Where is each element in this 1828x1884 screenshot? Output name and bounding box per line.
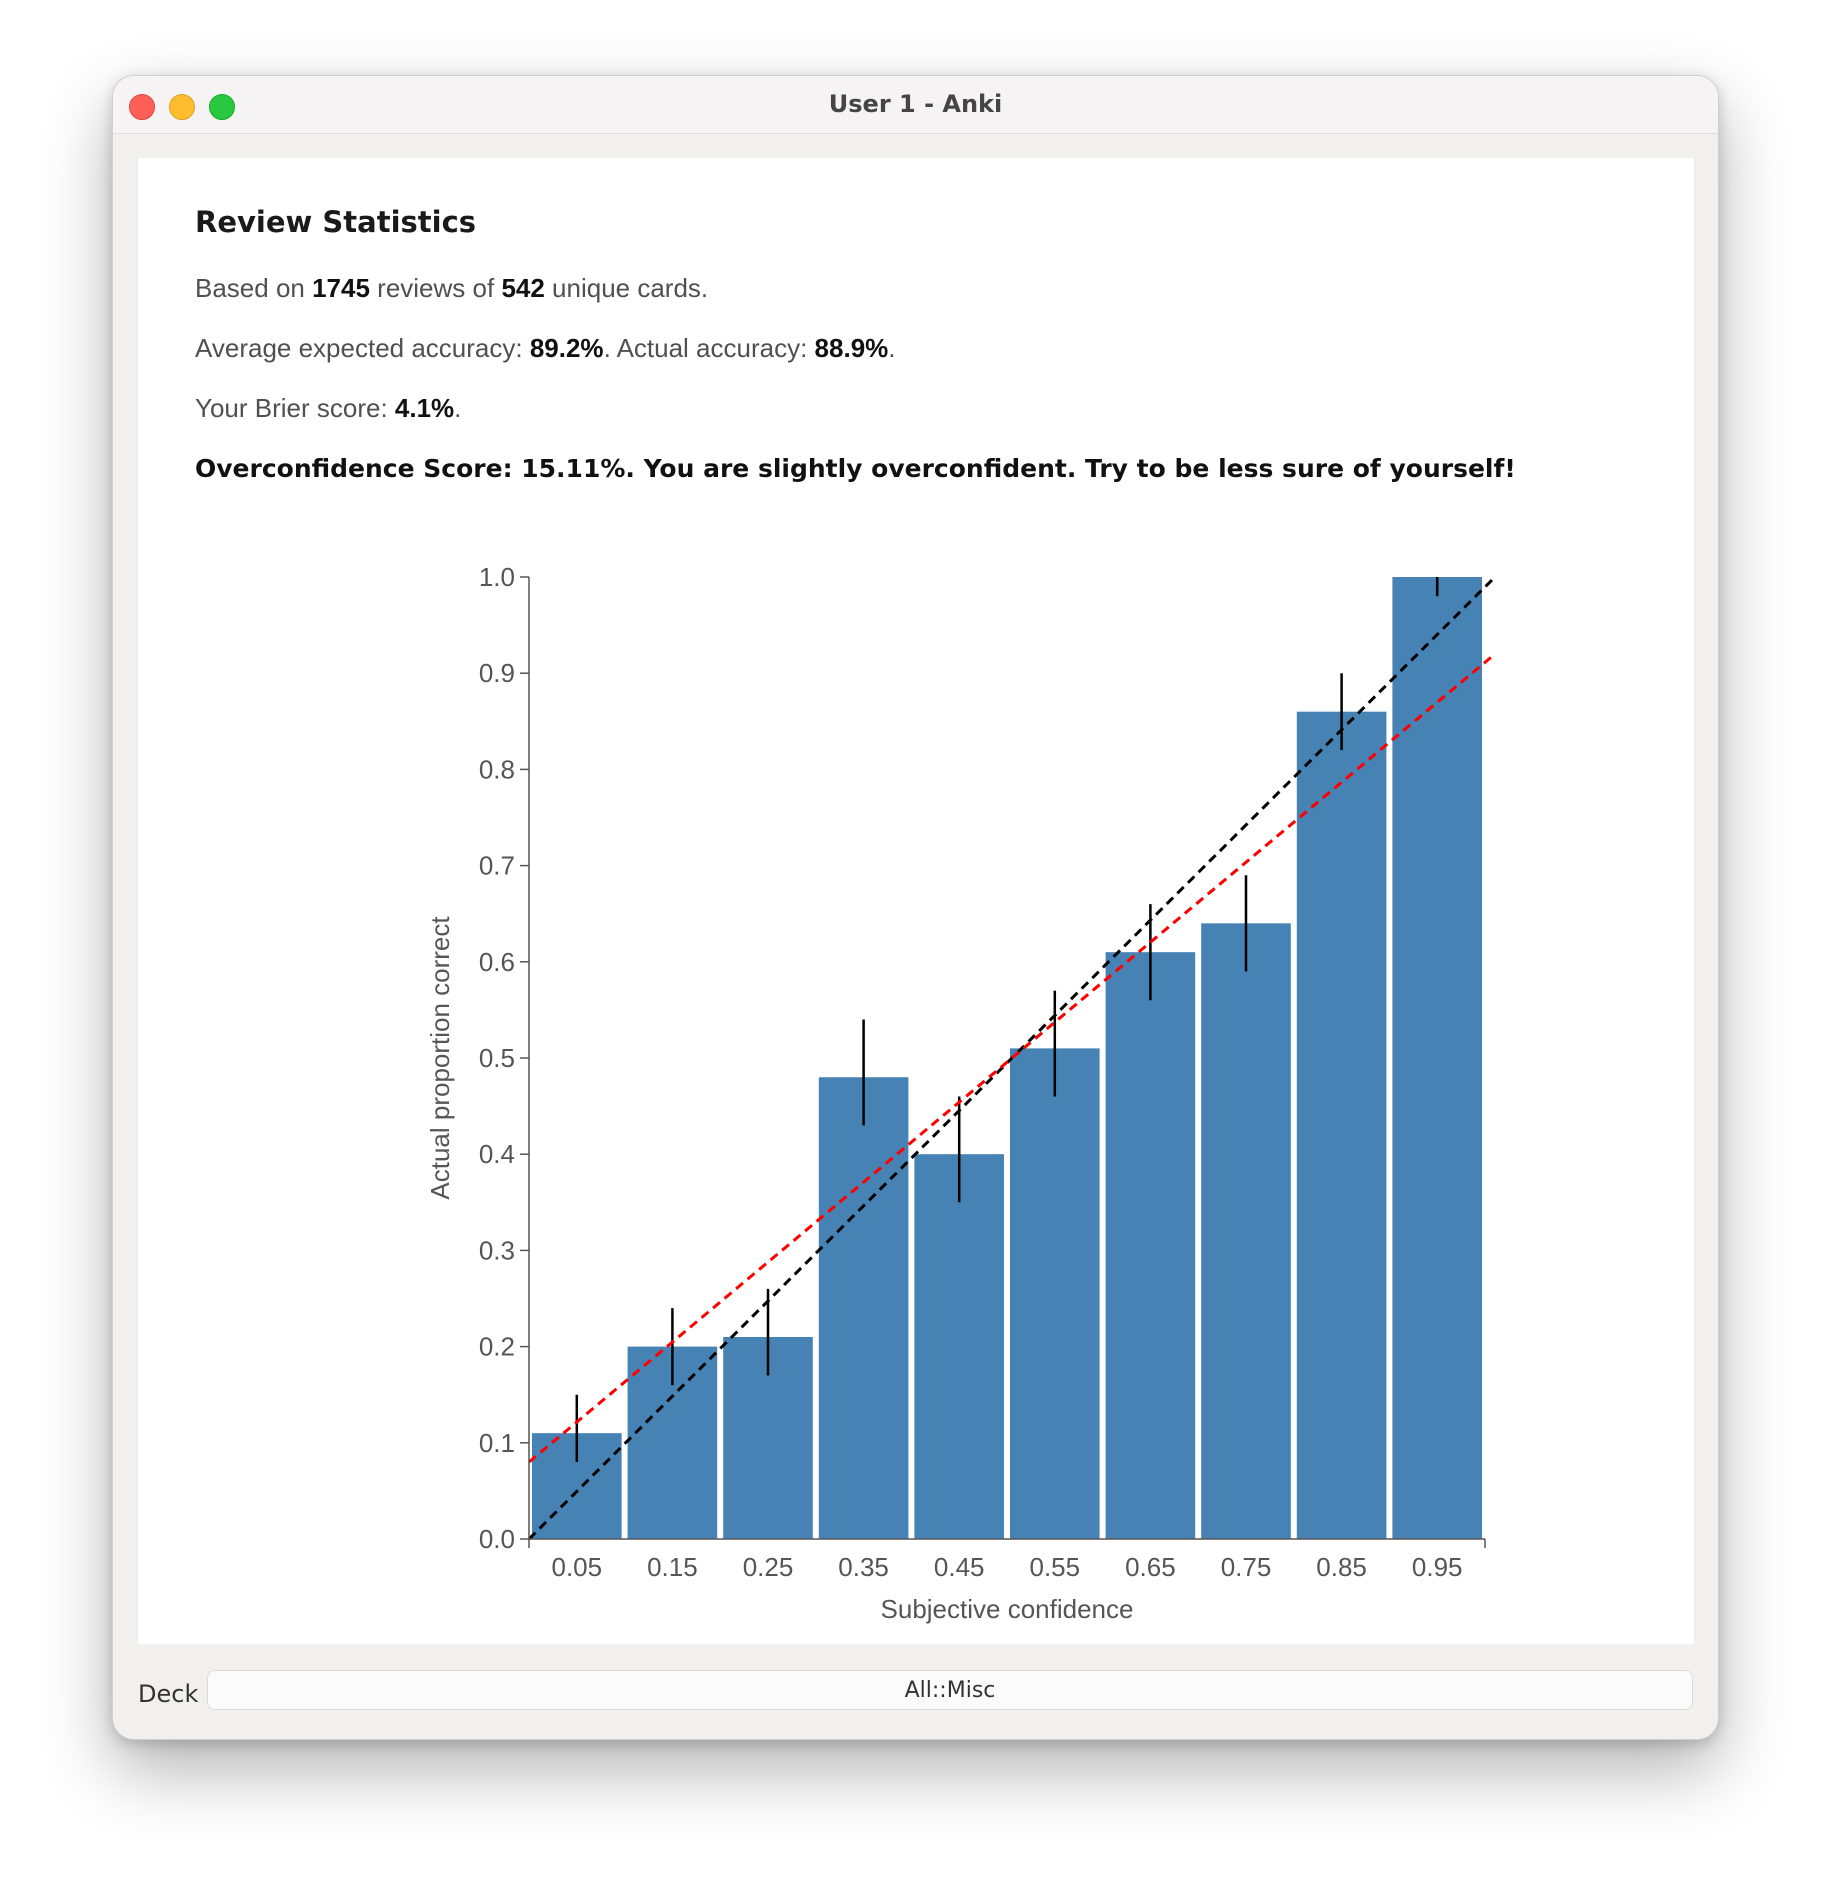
overconfidence-score: Overconfidence Score: 15.11%. You are sl…: [195, 454, 1516, 483]
y-tick-label: 1.0: [479, 562, 515, 592]
title-bar[interactable]: User 1 - Anki: [113, 76, 1718, 134]
x-tick-label: 0.15: [647, 1552, 698, 1582]
y-tick-label: 0.6: [479, 947, 515, 977]
calibration-chart: 0.0 0.1 0.2 0.3 0.4 0.5 0.6 0.7 0.8 0.9 1.0 0.05 0.1…: [425, 562, 1497, 1624]
deck-bar: Deck All::Misc: [113, 1666, 1718, 1726]
stats-heading: Review Statistics: [195, 205, 477, 239]
x-tick-label: 0.05: [551, 1552, 602, 1582]
y-tick-label: 0.8: [479, 754, 515, 784]
y-tick-label: 0.0: [479, 1524, 515, 1554]
x-tick-label: 0.65: [1125, 1552, 1176, 1582]
anki-window: User 1 - Anki Review Statistics Based on…: [112, 75, 1719, 1740]
review-count: 1745: [312, 273, 370, 303]
perfect-calibration-line: [527, 575, 1497, 1541]
actual-accuracy: 88.9%: [814, 333, 889, 363]
card-count: 542: [501, 273, 545, 303]
y-tick-label: 0.2: [479, 1332, 515, 1362]
bar-0.95: [1392, 577, 1482, 1539]
x-tick-label: 0.25: [743, 1552, 794, 1582]
y-tick-label: 0.4: [479, 1139, 515, 1169]
close-window-button[interactable]: [129, 94, 155, 120]
x-tick-label: 0.35: [838, 1552, 889, 1582]
x-tick-label: 0.95: [1412, 1552, 1463, 1582]
accuracy-summary: Average expected accuracy: 89.2%. Actual…: [195, 333, 896, 363]
reviews-summary: Based on 1745 reviews of 542 unique card…: [195, 273, 709, 303]
x-tick-label: 0.45: [934, 1552, 985, 1582]
y-tick-label: 0.3: [479, 1235, 515, 1265]
bar-0.65: [1105, 952, 1196, 1539]
x-tick-label: 0.75: [1221, 1552, 1272, 1582]
deck-selector[interactable]: All::Misc: [207, 1670, 1693, 1710]
expected-accuracy: 89.2%: [529, 333, 604, 363]
y-tick-label: 0.9: [479, 658, 515, 688]
window-title: User 1 - Anki: [828, 90, 1003, 118]
bar-0.35: [818, 1077, 909, 1539]
maximize-window-button[interactable]: [209, 94, 235, 120]
y-tick-label: 0.1: [479, 1428, 515, 1458]
x-tick-label: 0.55: [1029, 1552, 1080, 1582]
stats-panel: Review Statistics Based on 1745 reviews …: [138, 158, 1694, 1644]
x-axis-label: Subjective confidence: [881, 1594, 1134, 1624]
y-tick-label: 0.5: [479, 1043, 515, 1073]
y-axis-label: Actual proportion correct: [425, 916, 455, 1200]
deck-label: Deck: [138, 1680, 199, 1708]
bar-0.85: [1296, 711, 1387, 1539]
minimize-window-button[interactable]: [169, 94, 195, 120]
x-tick-label: 0.85: [1316, 1552, 1367, 1582]
bar-0.45: [914, 1154, 1004, 1539]
bar-0.75: [1201, 923, 1291, 1539]
brier-summary: Your Brier score: 4.1%.: [195, 393, 462, 423]
brier-score: 4.1%: [394, 393, 455, 423]
y-tick-label: 0.7: [479, 851, 515, 881]
bar-0.55: [1010, 1048, 1100, 1539]
